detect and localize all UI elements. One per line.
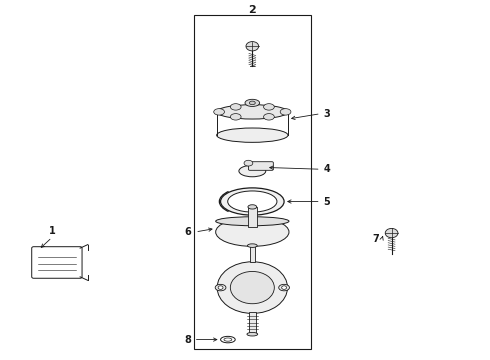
Text: 7: 7: [372, 234, 379, 244]
Ellipse shape: [230, 104, 241, 110]
Bar: [194, 15, 311, 348]
Bar: [250, 246, 255, 262]
Circle shape: [230, 271, 274, 304]
Ellipse shape: [216, 218, 289, 246]
Text: 5: 5: [323, 197, 330, 207]
Ellipse shape: [248, 205, 257, 209]
Ellipse shape: [214, 109, 224, 115]
Circle shape: [217, 262, 288, 314]
Circle shape: [385, 228, 398, 238]
Ellipse shape: [239, 165, 266, 177]
Ellipse shape: [280, 109, 291, 115]
Circle shape: [246, 41, 259, 51]
Text: 8: 8: [184, 334, 191, 345]
Ellipse shape: [247, 244, 257, 247]
Circle shape: [218, 286, 223, 289]
Ellipse shape: [230, 114, 241, 120]
Ellipse shape: [279, 284, 290, 291]
Ellipse shape: [264, 104, 274, 110]
Ellipse shape: [216, 217, 289, 226]
Ellipse shape: [217, 128, 288, 142]
Ellipse shape: [264, 114, 274, 120]
Text: 1: 1: [49, 226, 55, 235]
Text: 6: 6: [185, 227, 191, 237]
FancyBboxPatch shape: [32, 247, 82, 278]
Text: 3: 3: [323, 109, 330, 119]
Bar: [248, 207, 257, 226]
Ellipse shape: [224, 338, 232, 341]
Circle shape: [282, 286, 287, 289]
Ellipse shape: [220, 188, 284, 215]
Ellipse shape: [215, 284, 226, 291]
Bar: [249, 312, 256, 334]
Text: 4: 4: [323, 164, 330, 174]
FancyBboxPatch shape: [248, 162, 273, 170]
Ellipse shape: [245, 99, 260, 107]
Text: 2: 2: [248, 5, 256, 15]
Ellipse shape: [217, 105, 288, 119]
Ellipse shape: [228, 191, 277, 212]
Ellipse shape: [220, 336, 235, 343]
Ellipse shape: [247, 332, 258, 336]
Ellipse shape: [244, 160, 253, 166]
Ellipse shape: [249, 101, 255, 105]
